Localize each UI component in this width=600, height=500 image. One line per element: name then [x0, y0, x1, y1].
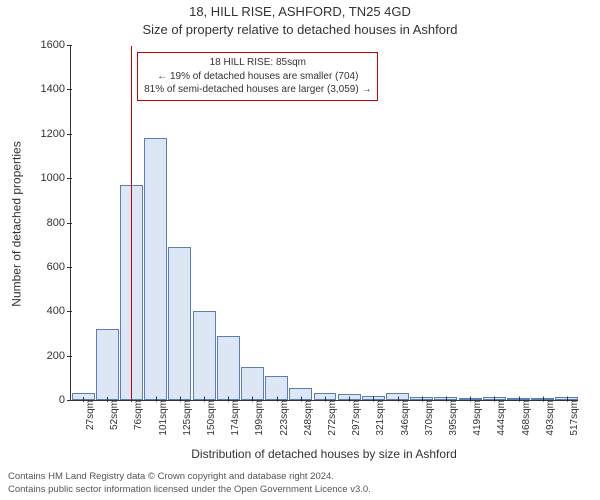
- x-tick-label: 101sqm: [156, 400, 169, 436]
- x-tick-label: 76sqm: [131, 400, 144, 430]
- x-tick-label: 395sqm: [446, 400, 459, 436]
- chart-container: 18, HILL RISE, ASHFORD, TN25 4GD Size of…: [0, 0, 600, 500]
- x-tick-label: 346sqm: [398, 400, 411, 436]
- y-tick-label: 1400: [41, 83, 71, 95]
- x-tick-label: 248sqm: [301, 400, 314, 436]
- y-tick-label: 800: [47, 217, 71, 229]
- histogram-bar: [168, 247, 191, 400]
- y-tick-label: 1600: [41, 39, 71, 51]
- annotation-box: 18 HILL RISE: 85sqm← 19% of detached hou…: [137, 52, 378, 101]
- x-tick-label: 125sqm: [180, 400, 193, 436]
- reference-line: [131, 46, 132, 400]
- annotation-line: 81% of semi-detached houses are larger (…: [144, 83, 371, 97]
- y-tick-label: 400: [47, 305, 71, 317]
- x-tick-label: 150sqm: [204, 400, 217, 436]
- histogram-bar: [193, 311, 216, 400]
- x-tick-label: 174sqm: [228, 400, 241, 436]
- annotation-line: ← 19% of detached houses are smaller (70…: [144, 70, 371, 84]
- annotation-line: 18 HILL RISE: 85sqm: [144, 56, 371, 70]
- attribution-line: Contains public sector information licen…: [8, 484, 371, 496]
- x-tick-label: 444sqm: [494, 400, 507, 436]
- x-tick-label: 297sqm: [349, 400, 362, 436]
- x-tick-label: 370sqm: [422, 400, 435, 436]
- plot-area: 0200400600800100012001400160027sqm52sqm7…: [70, 46, 578, 401]
- chart-title-main: 18, HILL RISE, ASHFORD, TN25 4GD: [0, 4, 600, 19]
- y-tick-label: 1200: [41, 128, 71, 140]
- x-tick-label: 199sqm: [252, 400, 265, 436]
- x-axis-label: Distribution of detached houses by size …: [70, 447, 578, 461]
- y-tick-label: 1000: [41, 172, 71, 184]
- x-tick-label: 517sqm: [567, 400, 580, 436]
- histogram-bar: [241, 367, 264, 400]
- y-tick-label: 0: [59, 394, 71, 406]
- x-tick-label: 419sqm: [470, 400, 483, 436]
- histogram-bar: [96, 329, 119, 400]
- x-tick-label: 52sqm: [107, 400, 120, 430]
- x-tick-label: 272sqm: [325, 400, 338, 436]
- x-tick-label: 468sqm: [519, 400, 532, 436]
- x-tick-label: 493sqm: [543, 400, 556, 436]
- y-tick-label: 600: [47, 261, 71, 273]
- attribution-text: Contains HM Land Registry data © Crown c…: [8, 471, 371, 496]
- x-tick-label: 223sqm: [277, 400, 290, 436]
- y-axis-label: Number of detached properties: [8, 46, 26, 401]
- histogram-bar: [217, 336, 240, 400]
- x-tick-label: 321sqm: [373, 400, 386, 436]
- y-tick-label: 200: [47, 350, 71, 362]
- x-tick-label: 27sqm: [83, 400, 96, 430]
- histogram-bar: [144, 138, 167, 400]
- attribution-line: Contains HM Land Registry data © Crown c…: [8, 471, 371, 483]
- chart-title-sub: Size of property relative to detached ho…: [0, 22, 600, 37]
